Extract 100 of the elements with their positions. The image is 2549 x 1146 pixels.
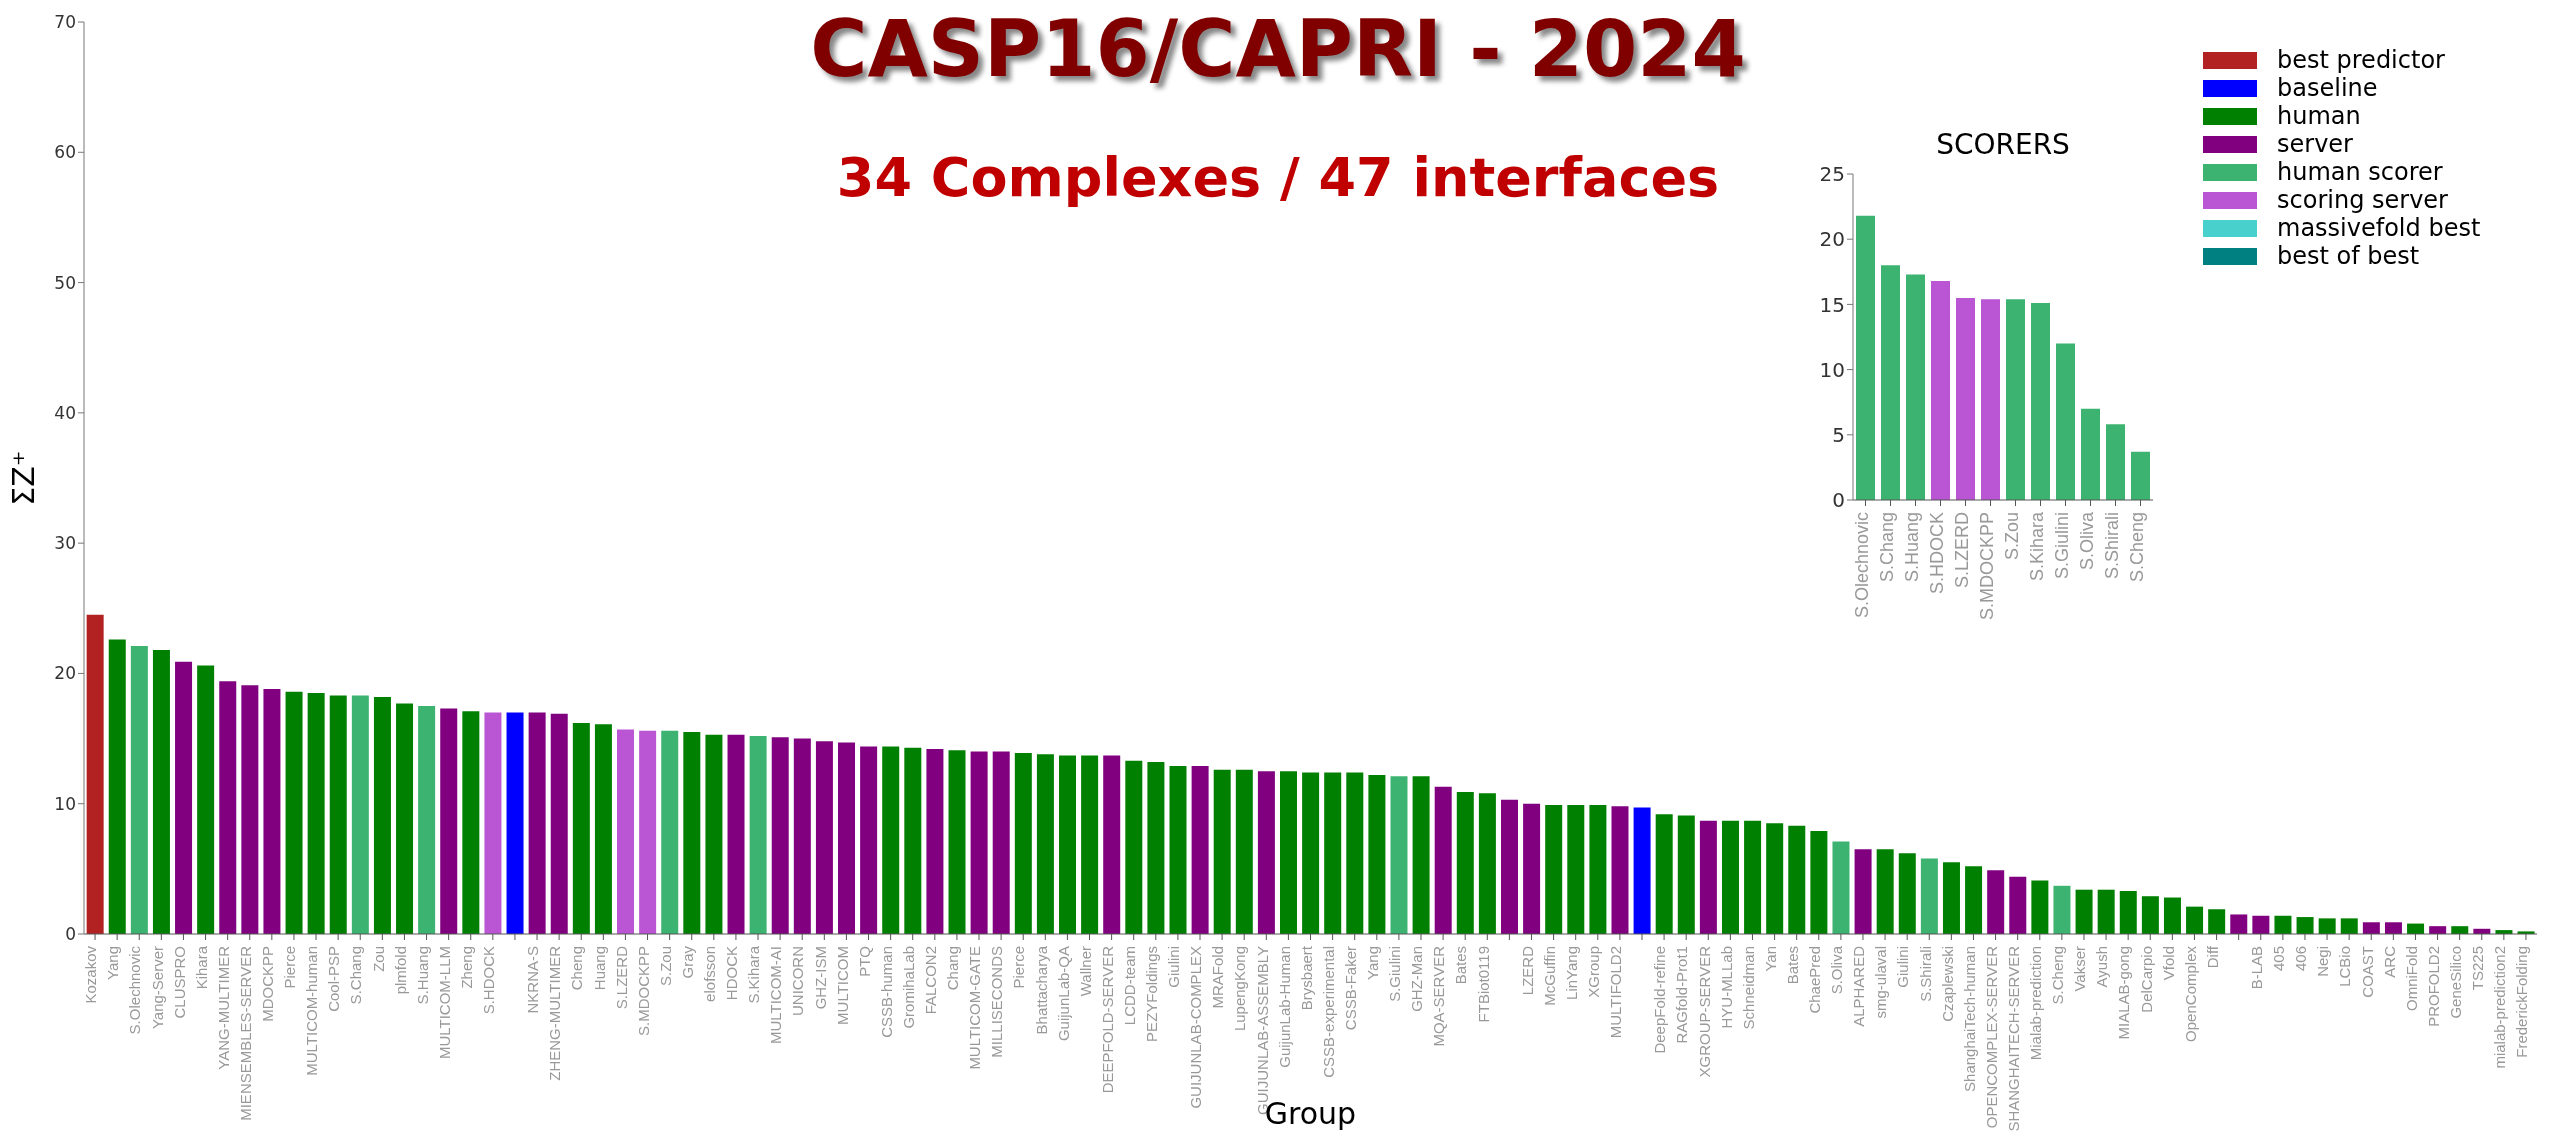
bar xyxy=(1856,215,1875,500)
bar xyxy=(2081,408,2100,500)
x-tick-label: GuijunLab-Human xyxy=(1275,946,1293,1068)
x-tick-label: Brysbaert xyxy=(1297,945,1315,1011)
bar xyxy=(219,681,237,934)
bar xyxy=(307,692,325,934)
bar xyxy=(1611,806,1629,934)
bar xyxy=(1500,799,1518,934)
x-tick-label: S.MDOCKPP xyxy=(634,946,652,1037)
x-tick-label: Wallner xyxy=(1076,946,1094,997)
bar xyxy=(1942,862,1960,934)
bar xyxy=(2186,906,2204,934)
x-tick-label: S.Shirali xyxy=(2101,512,2122,580)
legend-label: server xyxy=(2277,130,2353,158)
x-tick-label: HDOCK xyxy=(723,946,741,1001)
x-tick-label: S.Zou xyxy=(2001,512,2022,561)
y-tick-label: 25 xyxy=(1819,162,1845,187)
bar xyxy=(462,711,480,934)
bar xyxy=(1965,866,1983,934)
bar xyxy=(418,706,436,934)
y-tick-label: 10 xyxy=(1819,357,1845,382)
x-tick-label: Bates xyxy=(1452,946,1470,985)
bar xyxy=(1567,805,1585,934)
y-tick-label: 10 xyxy=(54,793,76,814)
bar xyxy=(2141,896,2159,934)
x-tick-label: S.Shirali xyxy=(1916,946,1934,1002)
x-tick-label: GuijunLab-QA xyxy=(1054,946,1072,1042)
bar xyxy=(1147,762,1165,934)
x-tick-label: Chang xyxy=(944,946,962,991)
x-tick-label: CSSB-experimental xyxy=(1319,946,1337,1078)
bar xyxy=(175,661,193,934)
x-tick-label: S.LZERD xyxy=(1951,512,1972,589)
bar xyxy=(1478,793,1496,934)
text: 34 Complexes / 47 interfaces xyxy=(836,146,1720,209)
x-tick-label: Huang xyxy=(590,946,608,991)
y-tick-label: 20 xyxy=(1819,227,1845,252)
bar xyxy=(639,730,657,934)
x-tick-label: Pierce xyxy=(281,946,299,989)
x-tick-label: Gray xyxy=(678,945,696,979)
x-tick-label: Zou xyxy=(369,946,387,972)
bar xyxy=(1280,771,1297,934)
x-tick-label: GHZ-Man xyxy=(1408,946,1426,1012)
bar xyxy=(396,703,414,934)
x-tick-label: 405 xyxy=(2270,946,2288,972)
chart-title: SCORERS xyxy=(1935,128,2071,161)
x-tick-label: MULTICOM-AI xyxy=(767,946,785,1045)
x-tick-label: Yang xyxy=(1364,946,1382,980)
bar xyxy=(838,742,856,934)
x-tick-label: MQA-SERVER xyxy=(1430,945,1448,1047)
bar xyxy=(2296,917,2314,934)
bar xyxy=(1257,771,1275,934)
x-tick-label: plmfold xyxy=(391,946,409,995)
x-tick-label: Giulini xyxy=(1165,946,1183,988)
bar xyxy=(926,748,944,934)
y-tick-label: 60 xyxy=(54,142,76,163)
x-tick-label: GromihaLab xyxy=(899,946,917,1029)
bar xyxy=(86,614,104,934)
bar xyxy=(727,734,745,934)
bar xyxy=(617,729,635,934)
bar xyxy=(285,691,303,934)
legend-label: scoring server xyxy=(2277,186,2448,214)
bar xyxy=(1655,814,1673,934)
bar xyxy=(948,750,966,934)
bar xyxy=(1677,815,1695,934)
bar xyxy=(1987,870,2005,934)
bar xyxy=(373,696,391,934)
bar xyxy=(2230,914,2248,934)
x-tick-label: Cool-PSP xyxy=(325,946,343,1012)
bar xyxy=(2006,299,2025,500)
x-tick-label: S.HDOCK xyxy=(480,946,498,1015)
bar xyxy=(860,746,878,934)
bar xyxy=(2031,880,2049,934)
x-tick-label: Vfold xyxy=(2159,946,2177,981)
x-tick-label: ShanghaiTech-human xyxy=(1960,946,1978,1092)
x-tick-label: S.HDOCK xyxy=(1926,512,1947,595)
x-tick-label: ZHENG-MULTIMER xyxy=(546,945,564,1081)
x-tick-label: YANG-MULTIMER xyxy=(214,945,232,1070)
x-tick-label: S.Giulini xyxy=(2051,512,2072,580)
x-tick-label: S.Cheng xyxy=(2049,946,2067,1005)
bar xyxy=(1633,807,1651,934)
x-tick-label: S.MDOCKPP xyxy=(1976,512,1997,621)
x-tick-label: HYU-MLLab xyxy=(1717,946,1735,1029)
y-axis-title: ΣZ⁺ xyxy=(6,450,41,506)
bar xyxy=(1412,776,1430,934)
x-tick-label: Giulini xyxy=(1894,946,1912,988)
x-tick-label: McGuffin xyxy=(1540,946,1558,1006)
bar xyxy=(2384,922,2402,934)
x-tick-label: LCBio xyxy=(2336,946,2354,987)
x-tick-label: ARC xyxy=(2380,945,2398,978)
x-tick-label: LZERD xyxy=(1518,945,1536,996)
x-tick-label: MILLISECONDS xyxy=(988,946,1006,1058)
y-tick-label: 30 xyxy=(54,533,76,554)
bar xyxy=(1545,805,1563,934)
x-tick-label: MULTIFOLD2 xyxy=(1607,946,1625,1039)
x-tick-label: CSSB-human xyxy=(877,946,895,1038)
bar xyxy=(705,734,723,934)
bar xyxy=(1235,769,1253,934)
bar xyxy=(1854,849,1872,934)
bar xyxy=(1103,755,1121,934)
bar xyxy=(1368,775,1386,934)
